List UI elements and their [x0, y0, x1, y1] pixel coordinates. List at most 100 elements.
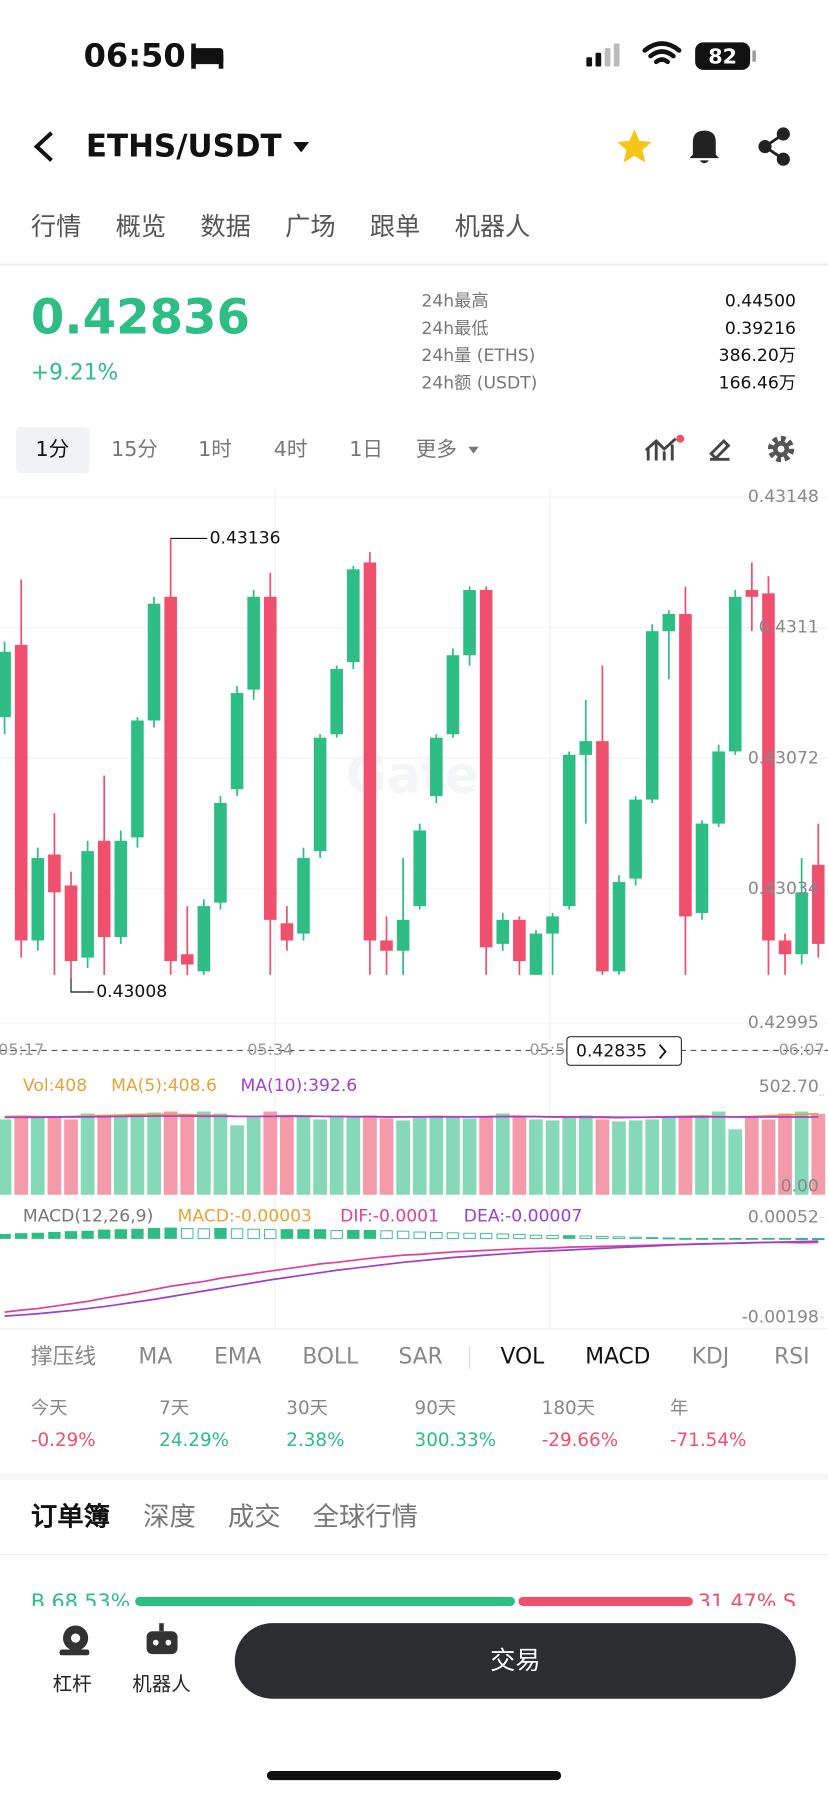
indicator-tab[interactable]: SAR [399, 1344, 443, 1369]
macd-bar [762, 1237, 775, 1240]
volume-bar [130, 1113, 145, 1195]
tab[interactable]: 数据 [200, 212, 250, 241]
interval[interactable]: 4时 [274, 437, 308, 461]
interval[interactable]: 1日 [349, 437, 383, 461]
high-label: 0.43136 [210, 528, 281, 548]
volume-bar [30, 1116, 45, 1195]
candle-body [728, 596, 742, 752]
macd-line [4, 1240, 819, 1317]
x-tick-label: 05:51 [529, 1040, 575, 1059]
macd-bar [745, 1237, 759, 1240]
favorite-star[interactable] [617, 129, 652, 163]
pair-title[interactable]: ETHS/USDT [86, 128, 282, 164]
indicator-icon[interactable] [644, 437, 677, 461]
interval[interactable]: 1分 [36, 437, 70, 461]
pair-dropdown[interactable] [293, 142, 310, 153]
interval[interactable]: 更多 [416, 437, 457, 461]
back-button[interactable] [33, 131, 53, 162]
indicator-tab[interactable]: KDJ [692, 1344, 729, 1369]
interval[interactable]: 15分 [111, 437, 158, 461]
battery-level: 82 [708, 44, 737, 68]
indicator-tab[interactable]: VOL [500, 1344, 544, 1369]
perf-label: 年 [670, 1398, 688, 1419]
macd-bar [612, 1236, 626, 1239]
orderbook-tab[interactable]: 订单簿 [31, 1502, 110, 1532]
alert-bell[interactable] [689, 130, 720, 164]
perf-value: -71.54% [670, 1430, 746, 1451]
interval[interactable]: 1时 [198, 437, 232, 461]
low-marker [70, 978, 94, 993]
macd-bar [679, 1237, 692, 1240]
candle-body [14, 644, 28, 941]
volume-bar [14, 1115, 29, 1195]
macd-bar [264, 1229, 277, 1239]
candle-body [546, 916, 559, 934]
share-button[interactable] [758, 127, 790, 166]
perf-value: 300.33% [415, 1430, 496, 1451]
volume-bar [213, 1113, 228, 1195]
volume-bar [661, 1116, 676, 1195]
macd-bar [347, 1229, 360, 1239]
nav-label[interactable]: 机器人 [132, 1673, 190, 1696]
orderbook-tab[interactable]: 全球行情 [313, 1502, 418, 1532]
macd-bar [662, 1237, 675, 1240]
orderbook-tab[interactable]: 深度 [143, 1502, 196, 1532]
volume-bar [80, 1113, 95, 1195]
candle-body [529, 933, 543, 975]
tab[interactable]: 跟单 [370, 212, 420, 241]
indicator-tab[interactable]: EMA [214, 1344, 262, 1369]
candle-body [513, 919, 526, 962]
sell-ratio-bar [518, 1596, 693, 1606]
indicator-tab[interactable]: MA [139, 1344, 173, 1369]
macd-bar [463, 1232, 476, 1239]
draw-tool[interactable] [709, 438, 731, 461]
perf-label: 今天 [31, 1398, 68, 1419]
legend-entry: DEA:-0.00007 [464, 1207, 583, 1227]
indicator-tab[interactable]: RSI [774, 1344, 809, 1369]
tab[interactable]: 机器人 [455, 212, 531, 241]
settings-button[interactable] [767, 435, 795, 463]
perf-label: 30天 [286, 1398, 328, 1419]
macd-bar [446, 1232, 460, 1239]
tab[interactable]: 行情 [31, 212, 81, 241]
tab[interactable]: 概览 [116, 212, 166, 241]
legend-entry: MACD:-0.00003 [178, 1207, 312, 1227]
nav-label[interactable]: 杠杆 [53, 1673, 92, 1696]
robot-icon[interactable] [146, 1623, 178, 1655]
x-tick-label: 06:07 [779, 1040, 825, 1059]
volume-bar [744, 1117, 759, 1195]
volume-bar [678, 1115, 693, 1195]
volume-bar [379, 1118, 394, 1195]
candle-body [31, 857, 45, 941]
orderbook-tab[interactable]: 成交 [228, 1502, 281, 1532]
last-price-arrow [658, 1044, 667, 1060]
candle-body [562, 754, 576, 907]
macd-title: MACD(12,26,9) [23, 1207, 153, 1227]
volume-bar [794, 1111, 809, 1195]
trade-label[interactable]: 交易 [490, 1646, 540, 1675]
volume-bar [728, 1129, 743, 1195]
x-tick-label: 05:17 [0, 1040, 44, 1059]
trade-button[interactable] [234, 1623, 796, 1699]
volume-bar [363, 1115, 377, 1195]
legend-entry: MA(5):408.6 [111, 1076, 217, 1096]
candle-body [745, 589, 759, 597]
indicator-tab[interactable]: 撑压线 [31, 1344, 96, 1369]
perf-value: -29.66% [542, 1430, 618, 1451]
indicator-tab[interactable]: BOLL [302, 1344, 358, 1369]
candle-body [147, 603, 161, 721]
ma-line [4, 1115, 819, 1119]
volume-bar [196, 1111, 211, 1195]
volume-bar [529, 1119, 543, 1195]
more-caret [468, 446, 479, 454]
macd-bar [646, 1237, 659, 1239]
indicator-tab[interactable]: MACD [585, 1344, 650, 1369]
leverage-icon[interactable] [59, 1625, 90, 1656]
macd-bar [147, 1227, 161, 1239]
vol-title: Vol:408 [23, 1076, 87, 1096]
macd-bar [164, 1227, 177, 1239]
tab[interactable]: 广场 [285, 212, 335, 241]
candle-body [446, 655, 460, 735]
macd-bar [48, 1231, 61, 1239]
macd-bar [795, 1237, 808, 1241]
